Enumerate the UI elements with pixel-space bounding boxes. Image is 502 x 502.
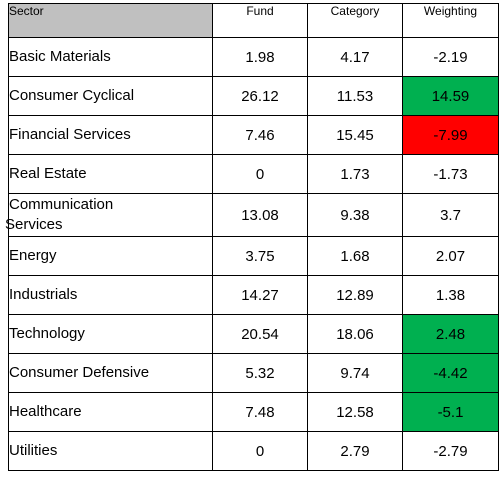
sector-cell: Energy bbox=[8, 236, 213, 276]
fund-cell: 7.46 bbox=[212, 115, 308, 155]
weighting-cell: 2.07 bbox=[402, 236, 499, 276]
category-cell: 4.17 bbox=[307, 37, 403, 77]
table-row: Industrials 14.27 12.89 1.38 bbox=[8, 275, 499, 315]
weighting-cell-highlight-green: -5.1 bbox=[402, 392, 499, 432]
table-row: Financial Services 7.46 15.45 -7.99 bbox=[8, 115, 499, 155]
header-sector: Sector bbox=[8, 3, 213, 38]
fund-cell: 20.54 bbox=[212, 314, 308, 354]
fund-cell: 1.98 bbox=[212, 37, 308, 77]
sector-cell: Healthcare bbox=[8, 392, 213, 432]
category-cell: 15.45 bbox=[307, 115, 403, 155]
sector-cell: Consumer Defensive bbox=[8, 353, 213, 393]
category-cell: 18.06 bbox=[307, 314, 403, 354]
table-row: Basic Materials 1.98 4.17 -2.19 bbox=[8, 37, 499, 77]
category-cell: 9.74 bbox=[307, 353, 403, 393]
category-cell: 12.89 bbox=[307, 275, 403, 315]
category-cell: 12.58 bbox=[307, 392, 403, 432]
weighting-cell: -1.73 bbox=[402, 154, 499, 194]
sector-label-line1: Communication bbox=[9, 196, 114, 213]
fund-cell: 0 bbox=[212, 154, 308, 194]
header-category: Category bbox=[307, 3, 403, 38]
table-row: Utilities 0 2.79 -2.79 bbox=[8, 431, 499, 471]
fund-cell: 5.32 bbox=[212, 353, 308, 393]
sector-cell: Financial Services bbox=[8, 115, 213, 155]
fund-cell: 0 bbox=[212, 431, 308, 471]
weighting-cell: 1.38 bbox=[402, 275, 499, 315]
sector-cell: Technology bbox=[8, 314, 213, 354]
category-cell: 2.79 bbox=[307, 431, 403, 471]
fund-cell: 7.48 bbox=[212, 392, 308, 432]
weighting-cell-highlight-green: -4.42 bbox=[402, 353, 499, 393]
category-cell: 11.53 bbox=[307, 76, 403, 116]
category-cell: 9.38 bbox=[307, 193, 403, 237]
table-row: Real Estate 0 1.73 -1.73 bbox=[8, 154, 499, 194]
fund-cell: 26.12 bbox=[212, 76, 308, 116]
header-fund: Fund bbox=[212, 3, 308, 38]
sector-cell: Industrials bbox=[8, 275, 213, 315]
sector-label-multiline: Communication Services bbox=[5, 195, 212, 235]
category-cell: 1.73 bbox=[307, 154, 403, 194]
table-row: Consumer Defensive 5.32 9.74 -4.42 bbox=[8, 353, 499, 393]
weighting-cell-highlight-red: -7.99 bbox=[402, 115, 499, 155]
weighting-cell: -2.79 bbox=[402, 431, 499, 471]
sector-cell: Consumer Cyclical bbox=[8, 76, 213, 116]
sector-cell: Basic Materials bbox=[8, 37, 213, 77]
fund-cell: 13.08 bbox=[212, 193, 308, 237]
sector-weighting-table: Sector Fund Category Weighting Basic Mat… bbox=[5, 3, 499, 471]
fund-cell: 3.75 bbox=[212, 236, 308, 276]
table-row: Energy 3.75 1.68 2.07 bbox=[8, 236, 499, 276]
weighting-cell: 3.7 bbox=[402, 193, 499, 237]
table-row: Technology 20.54 18.06 2.48 bbox=[8, 314, 499, 354]
sector-cell: Utilities bbox=[8, 431, 213, 471]
table-row: Consumer Cyclical 26.12 11.53 14.59 bbox=[8, 76, 499, 116]
table-row: Healthcare 7.48 12.58 -5.1 bbox=[8, 392, 499, 432]
sector-cell: Real Estate bbox=[8, 154, 213, 194]
header-row: Sector Fund Category Weighting bbox=[8, 3, 499, 38]
fund-cell: 14.27 bbox=[212, 275, 308, 315]
sector-label-line2: Services bbox=[5, 216, 63, 233]
header-weighting: Weighting bbox=[402, 3, 499, 38]
table-row: Communication Services 13.08 9.38 3.7 bbox=[5, 193, 499, 237]
weighting-cell: -2.19 bbox=[402, 37, 499, 77]
sector-cell: Communication Services bbox=[5, 193, 213, 237]
category-cell: 1.68 bbox=[307, 236, 403, 276]
weighting-cell-highlight-green: 14.59 bbox=[402, 76, 499, 116]
weighting-cell-highlight-green: 2.48 bbox=[402, 314, 499, 354]
